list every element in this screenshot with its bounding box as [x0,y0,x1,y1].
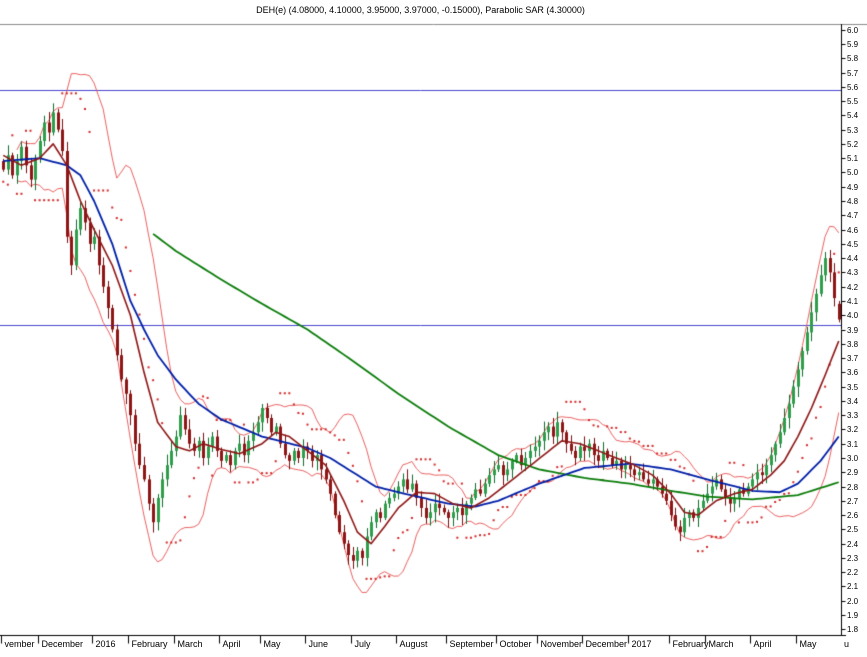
x-axis: vember December 2016 February March April May J… [0,637,867,657]
y-tick-label: 4.4 [847,253,859,263]
y-tick-label: 4.9 [847,182,859,192]
x-tick-label: July [354,639,371,649]
y-tick-label: 2.3 [847,553,859,563]
x-tick-label: vember [4,639,35,649]
y-tick-label: 5.9 [847,39,859,49]
x-tick-label: December [585,639,628,649]
y-tick-label: 2.1 [847,581,859,591]
y-tick-label: 4.2 [847,282,859,292]
y-tick-label: 2.9 [847,467,859,477]
chart-title: DEH(e) (4.08000, 4.10000, 3.95000, 3.970… [256,5,585,15]
x-tick-label: May [263,639,281,649]
y-tick-label: 3.9 [847,325,859,335]
y-tick-label: 5.2 [847,139,859,149]
y-tick-label: 2.0 [847,596,859,606]
y-tick-label: 2.8 [847,482,859,492]
x-tick-label: April [753,639,772,649]
y-tick-label: 3.1 [847,439,859,449]
y-tick-label: 4.3 [847,267,859,277]
y-tick-label: 4.1 [847,296,859,306]
y-tick-label: 4.7 [847,210,859,220]
x-tick-label: October [499,639,532,649]
y-tick-label: 5.8 [847,53,859,63]
y-tick-label: 4.6 [847,225,859,235]
y-tick-label: 4.0 [847,310,859,320]
x-tick-label: May [799,639,817,649]
y-tick-label: 5.4 [847,110,859,120]
x-tick-label: April [222,639,241,649]
y-tick-label: 3.2 [847,424,859,434]
y-tick-label: 3.3 [847,410,859,420]
y-tick-label: 4.5 [847,239,859,249]
x-tick-label: 2016 [95,639,116,649]
y-tick-label: 3.8 [847,339,859,349]
y-tick-label: 2.7 [847,496,859,506]
x-tick-label: September [449,639,494,649]
y-tick-label: 3.7 [847,353,859,363]
x-tick-label: 2017 [631,639,652,649]
y-tick-label: 5.5 [847,96,859,106]
x-tick-label: November [540,639,583,649]
y-tick-label: 3.6 [847,367,859,377]
x-tick-label: February [131,639,168,649]
x-tick-label: June [308,639,329,649]
y-tick-label: 2.6 [847,510,859,520]
y-tick-label: 1.8 [847,624,859,634]
x-tick-label: August [399,639,428,649]
x-tick-label: February [672,639,709,649]
y-tick-label: 6.0 [847,25,859,35]
y-tick-label: 2.2 [847,567,859,577]
y-tick-label: 3.4 [847,396,859,406]
y-tick-label: 2.4 [847,539,859,549]
y-axis: 6.0 5.9 5.8 5.7 5.6 5.5 5.4 5.3 5.2 5.1 5.0 4.9 4.8 4… [846,0,867,657]
x-tick-label: March [177,639,203,649]
y-tick-label: 5.1 [847,153,859,163]
y-tick-label: 1.9 [847,610,859,620]
y-tick-label: 3.0 [847,453,859,463]
y-tick-label: 2.5 [847,524,859,534]
x-tick-label: December [41,639,84,649]
y-tick-label: 5.3 [847,125,859,135]
x-tick-label: March [708,639,734,649]
y-tick-label: 3.5 [847,382,859,392]
y-tick-label: 5.0 [847,167,859,177]
y-tick-label: 4.8 [847,196,859,206]
y-tick-label: 5.6 [847,82,859,92]
y-tick-label: 5.7 [847,68,859,78]
x-edge-label: u [844,639,850,649]
